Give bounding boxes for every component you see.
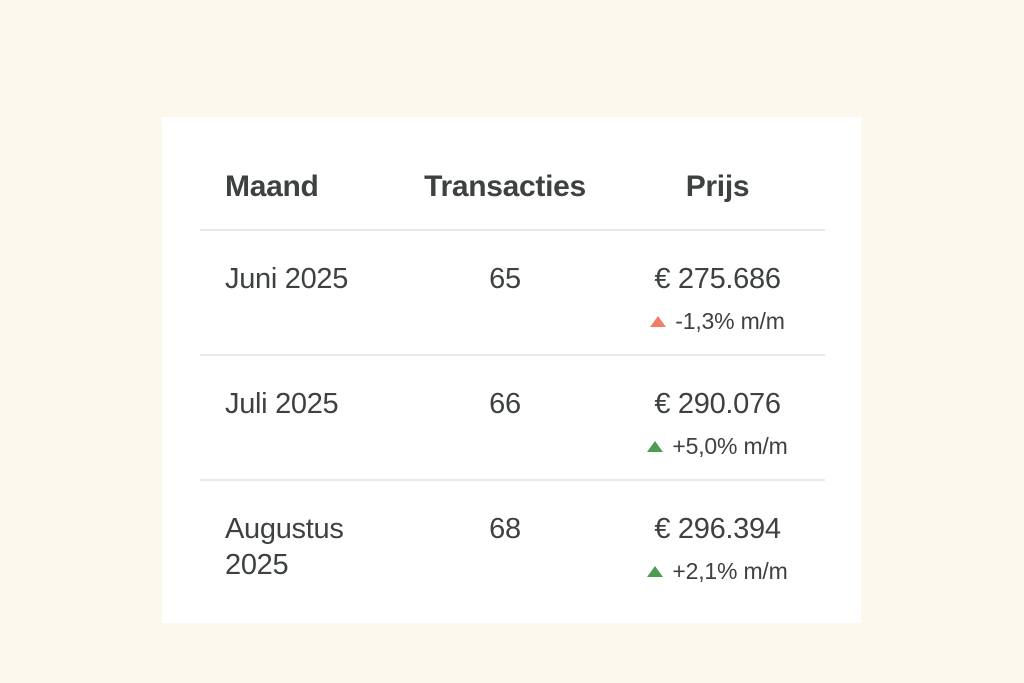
data-table-card: Maand Transacties Prijs Juni 2025 65 € 2… [162,117,861,623]
table-row: Juli 2025 66 € 290.076 +5,0% m/m [200,354,825,479]
triangle-up-icon [647,440,664,452]
price-change: +5,0% m/m [647,431,788,461]
table-row: Augustus 2025 68 € 296.394 +2,1% m/m [200,479,825,623]
table-header-row: Maand Transacties Prijs [200,117,825,229]
column-header-maand: Maand [225,170,319,203]
price-value: € 296.394 [654,513,781,545]
month-cell: Augustus 2025 [225,513,344,581]
column-header-transacties: Transacties [424,170,586,203]
transactions-cell: 65 [489,263,521,295]
price-change-label: -1,3% m/m [675,308,785,334]
price-cell: € 275.686 -1,3% m/m [610,261,825,336]
month-cell: Juli 2025 [225,388,339,420]
price-cell: € 296.394 +2,1% m/m [610,511,825,586]
price-change-label: +5,0% m/m [672,433,788,459]
month-cell: Juni 2025 [225,263,349,295]
transactions-cell: 66 [489,388,521,420]
price-cell: € 290.076 +5,0% m/m [610,386,825,461]
price-change: -1,3% m/m [650,306,785,336]
table-row: Juni 2025 65 € 275.686 -1,3% m/m [200,229,825,354]
triangle-up-icon [647,565,664,577]
triangle-up-icon [650,315,667,327]
price-change: +2,1% m/m [647,556,788,586]
price-change-label: +2,1% m/m [672,558,788,584]
price-value: € 290.076 [654,388,781,420]
column-header-prijs: Prijs [685,170,750,203]
transactions-cell: 68 [489,513,521,545]
price-value: € 275.686 [654,263,781,295]
